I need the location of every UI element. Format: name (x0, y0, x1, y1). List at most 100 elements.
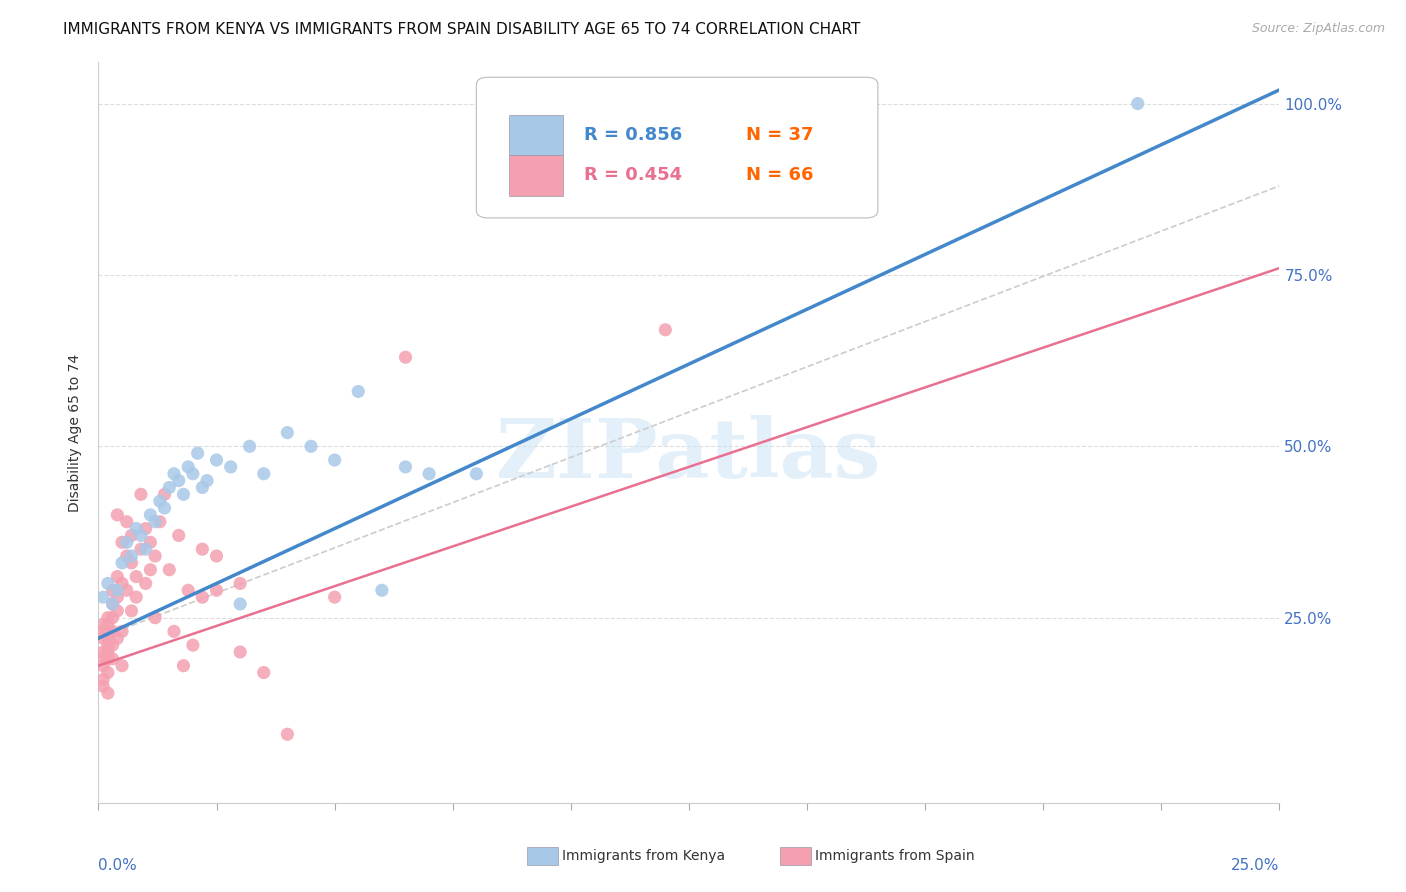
Point (115, 515, 138, 529)
Point (299, 439, 322, 453)
Point (97, 652, 120, 666)
Point (125, 590, 148, 604)
Point (91, 652, 114, 666)
Text: Immigrants from Kenya: Immigrants from Kenya (562, 849, 725, 863)
Point (465, 467, 488, 481)
Point (163, 467, 186, 481)
Text: R = 0.856: R = 0.856 (583, 126, 682, 144)
Point (654, 323, 676, 337)
Point (97, 576, 120, 591)
Point (105, 604, 128, 618)
Point (205, 549, 228, 563)
Point (111, 556, 134, 570)
Point (101, 611, 124, 625)
Point (101, 624, 124, 639)
Point (111, 535, 134, 549)
Y-axis label: Disability Age 65 to 74: Disability Age 65 to 74 (69, 353, 83, 512)
Point (323, 590, 346, 604)
Point (91, 658, 114, 673)
Point (121, 556, 143, 570)
Point (115, 535, 138, 549)
Point (143, 515, 166, 529)
Point (394, 350, 416, 364)
Point (181, 638, 204, 652)
FancyBboxPatch shape (477, 78, 877, 218)
Point (97, 611, 120, 625)
Point (91, 632, 114, 646)
Point (91, 590, 114, 604)
Point (105, 590, 128, 604)
Point (191, 542, 214, 557)
Point (139, 563, 162, 577)
Point (276, 425, 298, 440)
Point (163, 624, 186, 639)
Point (97, 665, 120, 680)
Point (111, 576, 134, 591)
Point (1126, 96, 1149, 111)
Point (101, 652, 124, 666)
Point (105, 508, 128, 522)
Point (105, 569, 128, 583)
Point (229, 597, 252, 611)
Point (135, 576, 157, 591)
Point (135, 542, 157, 557)
Point (97, 632, 120, 646)
Point (115, 549, 138, 563)
Point (139, 535, 162, 549)
Point (97, 686, 120, 700)
Point (101, 583, 124, 598)
FancyBboxPatch shape (509, 155, 562, 195)
Point (239, 439, 262, 453)
Point (229, 576, 252, 591)
Point (121, 528, 143, 542)
Point (172, 658, 194, 673)
Point (191, 480, 214, 494)
Point (229, 645, 252, 659)
Point (394, 459, 416, 474)
Point (167, 474, 190, 488)
Point (371, 583, 394, 598)
Point (121, 549, 143, 563)
Point (101, 597, 124, 611)
Text: R = 0.454: R = 0.454 (583, 166, 682, 185)
Point (323, 453, 346, 467)
Point (205, 453, 228, 467)
Point (157, 563, 180, 577)
Point (97, 645, 120, 659)
Text: 0.0%: 0.0% (98, 858, 138, 873)
Point (191, 590, 214, 604)
Point (149, 515, 172, 529)
Point (91, 617, 114, 632)
Point (167, 528, 190, 542)
Point (172, 487, 194, 501)
Text: IMMIGRANTS FROM KENYA VS IMMIGRANTS FROM SPAIN DISABILITY AGE 65 TO 74 CORRELATI: IMMIGRANTS FROM KENYA VS IMMIGRANTS FROM… (63, 22, 860, 37)
Point (91, 645, 114, 659)
Text: ZIPatlas: ZIPatlas (496, 415, 882, 495)
Point (111, 658, 134, 673)
Point (105, 632, 128, 646)
Point (143, 611, 166, 625)
Point (91, 679, 114, 693)
Point (149, 494, 172, 508)
Text: Source: ZipAtlas.com: Source: ZipAtlas.com (1251, 22, 1385, 36)
Point (153, 501, 176, 516)
Text: N = 66: N = 66 (745, 166, 813, 185)
Point (253, 467, 276, 481)
Point (276, 727, 298, 741)
Point (91, 624, 114, 639)
Point (129, 487, 152, 501)
Point (195, 474, 218, 488)
Point (143, 549, 166, 563)
Point (101, 638, 124, 652)
Point (97, 638, 120, 652)
Point (97, 617, 120, 632)
Point (157, 480, 180, 494)
Point (125, 569, 148, 583)
Point (101, 597, 124, 611)
Point (105, 583, 128, 598)
Text: Immigrants from Spain: Immigrants from Spain (815, 849, 976, 863)
Point (187, 446, 209, 460)
Point (115, 583, 138, 598)
Point (121, 604, 143, 618)
FancyBboxPatch shape (509, 115, 562, 155)
